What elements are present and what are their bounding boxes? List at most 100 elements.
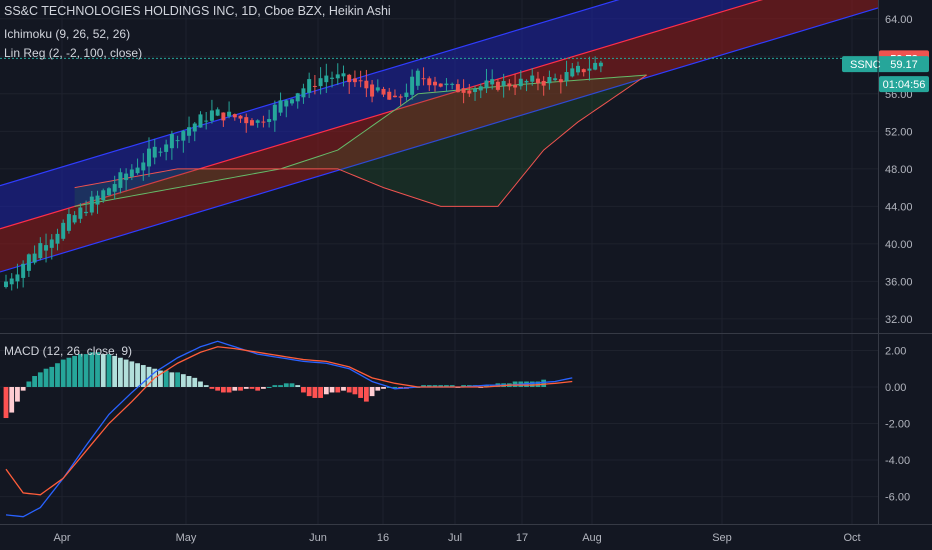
candle — [204, 120, 209, 122]
macd-hist-bar — [215, 386, 221, 391]
macd-hist-bar — [49, 366, 55, 387]
candle — [89, 196, 94, 213]
macd-hist-bar — [37, 372, 43, 387]
macd-hist-bar — [72, 355, 78, 387]
macd-hist-bar — [255, 386, 261, 391]
macd-hist-bar — [43, 368, 49, 387]
macd-hist-bar — [9, 386, 15, 413]
candle — [26, 254, 31, 271]
candle — [141, 162, 146, 171]
macd-hist-bar — [26, 381, 32, 387]
candle — [21, 263, 26, 278]
candle — [129, 169, 134, 177]
candle — [4, 281, 8, 288]
candle — [44, 245, 49, 251]
macd-legend[interactable]: MACD (12, 26, close, 9) — [4, 344, 133, 358]
time-tick-label: Aug — [582, 532, 602, 544]
candle — [450, 83, 455, 85]
time-tick-label: Apr — [53, 532, 70, 544]
candle — [392, 95, 397, 98]
price-tick-label: 40.00 — [885, 239, 913, 251]
macd-hist-bar — [112, 355, 118, 387]
macd-hist-bar — [15, 386, 20, 402]
macd-hist-bar — [312, 386, 318, 398]
candle — [553, 78, 558, 81]
candle — [484, 80, 489, 89]
candle — [375, 87, 380, 91]
macd-hist-bar — [261, 386, 266, 389]
candle — [49, 239, 54, 248]
candle — [370, 84, 375, 97]
candle — [507, 83, 512, 87]
time-tick-label: Jun — [309, 532, 327, 544]
macd-hist-bar — [135, 363, 140, 387]
candle — [570, 68, 575, 77]
price-tick-label: 64.00 — [885, 14, 913, 26]
macd-hist-bar — [100, 354, 106, 387]
candle — [473, 88, 478, 93]
candle — [433, 81, 437, 86]
macd-hist-bar — [3, 386, 9, 419]
macd-hist-bar — [301, 386, 306, 393]
price-tick-label: 48.00 — [885, 164, 913, 176]
candle — [227, 111, 232, 117]
linreg-legend[interactable]: Lin Reg (2, -2, 100, close) — [4, 46, 143, 60]
macd-hist-bar — [381, 386, 386, 389]
macd-hist-bar — [232, 386, 238, 391]
ichimoku-cloud — [74, 75, 647, 207]
macd-hist-bar — [541, 379, 547, 387]
macd-tick-label: -4.00 — [885, 455, 910, 467]
ichimoku-legend[interactable]: Ichimoku (9, 26, 52, 26) — [4, 27, 131, 41]
candle — [55, 233, 60, 244]
candle — [398, 96, 403, 98]
price-tick-label: 52.00 — [885, 126, 913, 138]
candle — [564, 72, 569, 81]
candle — [318, 78, 323, 87]
macd-hist-bar — [198, 381, 203, 387]
ichimoku-span-b — [74, 74, 647, 207]
candle — [278, 100, 283, 113]
symbol-value: 59.17 — [890, 59, 918, 71]
candle — [335, 74, 340, 79]
candle — [501, 81, 506, 86]
macd-hist-bar — [186, 376, 192, 387]
candle — [518, 78, 523, 87]
macd-hist-bar — [484, 385, 489, 387]
macd-hist-bar — [272, 385, 278, 387]
macd-hist-bar — [238, 386, 243, 391]
macd-hist-bar — [32, 376, 37, 387]
macd-hist-bar — [392, 386, 398, 388]
candle — [272, 104, 277, 121]
macd-hist-bar — [249, 386, 255, 389]
macd-hist-bar — [461, 385, 466, 387]
macd-tick-label: -2.00 — [885, 419, 910, 431]
candle — [38, 243, 43, 259]
macd-hist-bar — [106, 354, 112, 387]
macd-hist-bar — [306, 386, 312, 397]
macd-hist-bar — [180, 374, 186, 387]
candle — [461, 88, 466, 93]
candle — [467, 90, 472, 94]
symbol-name: SSNC — [850, 59, 881, 71]
macd-hist-bar — [89, 352, 95, 387]
candle — [66, 214, 71, 231]
candle — [215, 109, 220, 116]
candle — [593, 62, 598, 70]
candle — [15, 274, 20, 282]
macd-hist-bar — [118, 357, 123, 387]
candle — [192, 123, 197, 132]
candle — [341, 73, 346, 77]
candle — [404, 92, 409, 98]
macd-hist-bar — [352, 386, 358, 395]
countdown-value: 01:04:56 — [883, 79, 926, 91]
linreg-upper-line — [0, 0, 620, 187]
time-tick-label: Oct — [843, 532, 860, 544]
macd-hist-bar — [220, 386, 226, 393]
candle — [84, 211, 89, 214]
macd-hist-bar — [55, 363, 60, 387]
macd-hist-bar — [295, 385, 301, 387]
candle — [147, 148, 151, 167]
macd-hist-bar — [529, 381, 535, 387]
candle — [524, 80, 529, 83]
